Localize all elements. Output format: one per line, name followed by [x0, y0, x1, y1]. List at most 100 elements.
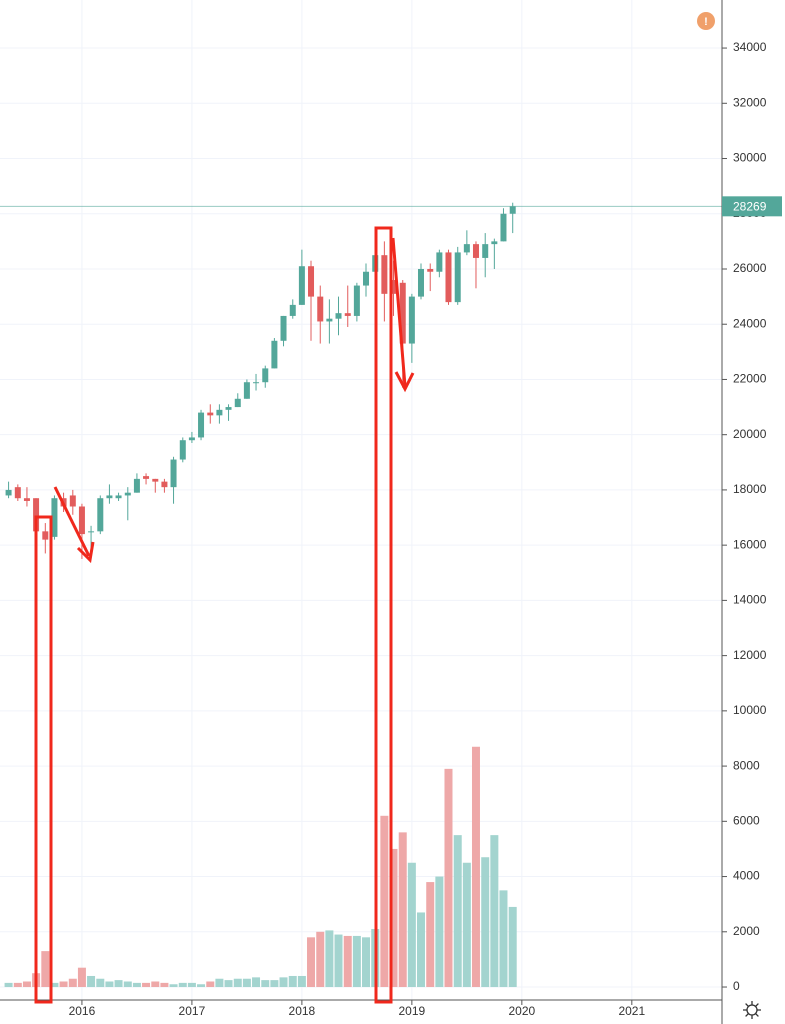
candle-body: [308, 266, 315, 297]
volume-bar: [343, 935, 352, 988]
volume-bar: [105, 981, 114, 988]
y-tick-label: 0: [733, 979, 740, 993]
candle-body: [298, 266, 305, 305]
candle-body: [353, 285, 360, 316]
candle-body: [243, 382, 250, 399]
volume-bar: [508, 906, 517, 988]
candle-body: [51, 498, 58, 537]
alert-icon[interactable]: [697, 12, 715, 30]
volume-bar: [307, 937, 316, 988]
volume-bar: [224, 980, 233, 988]
candle-body: [5, 489, 12, 496]
candle-body: [198, 412, 205, 438]
candle-body: [509, 206, 516, 214]
candle-body: [381, 255, 388, 294]
last-price-box: [722, 196, 782, 217]
candle-body: [152, 478, 159, 482]
volume-layer: [4, 746, 517, 988]
candle-body: [115, 495, 122, 499]
x-tick-label: 2019: [399, 1004, 426, 1018]
candle-body: [280, 315, 287, 341]
y-tick-label: 24000: [733, 316, 767, 330]
candle-body: [124, 492, 131, 496]
volume-bar: [316, 931, 325, 988]
candle-body: [390, 280, 397, 294]
settings-icon[interactable]: [743, 1001, 761, 1019]
volume-bar: [398, 832, 407, 988]
annotations: [34, 226, 415, 1004]
volume-bar: [13, 982, 22, 988]
candle-body: [69, 495, 76, 507]
volume-bar: [215, 978, 224, 988]
candle-body: [170, 459, 177, 488]
arrow-head: [394, 371, 415, 393]
volume-bar: [362, 937, 371, 988]
volume-bar: [261, 980, 270, 988]
candle-body: [454, 252, 461, 303]
candle-body: [472, 244, 479, 258]
volume-bar: [169, 984, 178, 988]
candle-body: [97, 498, 104, 532]
x-tick-label: 2017: [179, 1004, 206, 1018]
alert-text[interactable]: !: [704, 16, 708, 28]
volume-bar: [41, 951, 50, 988]
volume-bar: [187, 982, 196, 988]
candle-body: [363, 271, 370, 286]
arrow: [53, 486, 91, 557]
y-tick-label: 30000: [733, 151, 767, 165]
candle-body: [42, 531, 49, 540]
candle-body: [463, 244, 470, 253]
volume-bar: [4, 982, 13, 988]
candle-body: [289, 304, 296, 316]
y-tick-label: 10000: [733, 703, 767, 717]
y-tick-label: 18000: [733, 482, 767, 496]
volume-bar: [426, 882, 435, 988]
volume-bar: [197, 984, 206, 988]
x-tick-label: 2018: [289, 1004, 316, 1018]
candle-body: [88, 531, 95, 533]
volume-bar: [96, 978, 105, 988]
candle-body: [161, 481, 168, 488]
candle-body: [207, 412, 214, 416]
highlight-box: [374, 226, 393, 1004]
candle-body: [262, 368, 269, 383]
candle-body: [143, 476, 150, 479]
axis-layer: 0 2000 4000 6000 8000 10000 12000 14000 16000 180…: [69, 40, 782, 1018]
volume-bar: [132, 982, 141, 988]
volume-bar: [288, 975, 297, 988]
volume-bar: [499, 890, 508, 988]
volume-bar: [462, 862, 471, 988]
x-tick-label: 2020: [508, 1004, 535, 1018]
volume-bar: [407, 862, 416, 988]
volume-bar: [490, 835, 499, 988]
candle-body: [106, 495, 113, 499]
volume-bar: [416, 912, 425, 988]
candle-body: [271, 340, 278, 369]
candle-body: [344, 313, 351, 316]
y-tick-label: 12000: [733, 648, 767, 662]
y-tick-label: 22000: [733, 372, 767, 386]
candle-body: [491, 241, 498, 245]
highlight-box: [34, 515, 53, 1004]
candle-body: [253, 382, 260, 384]
y-tick-label: 4000: [733, 869, 760, 883]
volume-bar: [77, 967, 86, 988]
volume-bar: [352, 935, 361, 988]
gear-teeth: [743, 1001, 761, 1019]
volume-bar: [142, 982, 151, 988]
volume-bar: [471, 746, 480, 988]
candle-body: [216, 409, 223, 416]
candle-body: [14, 487, 21, 499]
candle-body: [482, 244, 489, 258]
volume-bar: [151, 981, 160, 988]
volume-bar: [123, 981, 132, 988]
y-tick-label: 16000: [733, 537, 767, 551]
volume-bar: [325, 930, 334, 988]
candle-body: [408, 296, 415, 344]
volume-bar: [435, 876, 444, 988]
y-tick-label: 20000: [733, 427, 767, 441]
volume-bar: [22, 981, 31, 988]
volume-bar: [233, 978, 242, 988]
